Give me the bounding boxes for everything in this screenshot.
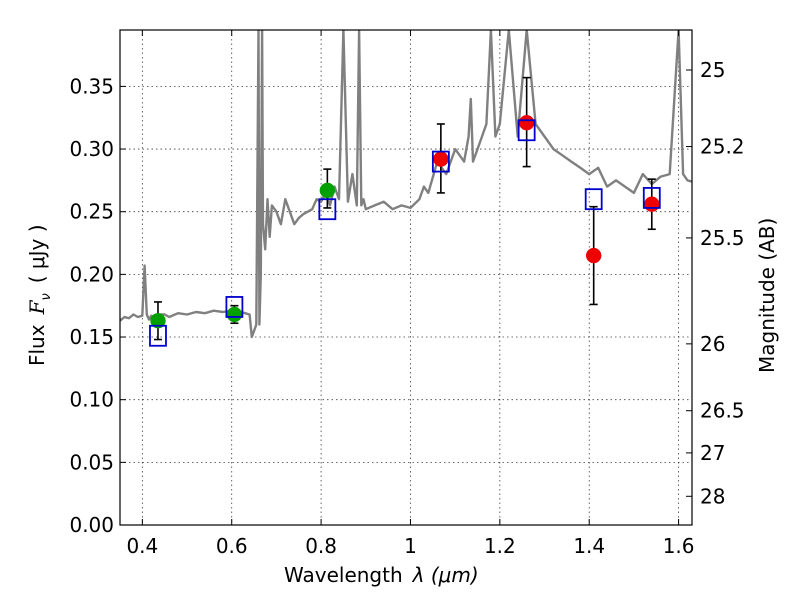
model-flux-square xyxy=(225,296,244,318)
photometry-point xyxy=(644,196,660,212)
photometry-point xyxy=(433,151,449,167)
model-flux-square xyxy=(517,119,536,142)
y-axis-label-text: Flux xyxy=(25,324,49,366)
y-tick-label: 0.35 xyxy=(69,74,114,98)
model-flux-square xyxy=(584,188,603,211)
x-tick-label: 1.2 xyxy=(484,534,516,558)
grid-layer xyxy=(120,30,692,526)
model-flux-square xyxy=(318,198,337,221)
model-flux-square xyxy=(431,150,450,173)
x-tick-label: 0.4 xyxy=(126,534,158,558)
plot-frame xyxy=(119,29,693,526)
x-axis-label-text: Wavelength xyxy=(284,563,403,587)
model-flux-square xyxy=(642,187,661,209)
photometry-point xyxy=(585,247,602,264)
y-axis-label-subscript: ν xyxy=(39,293,54,300)
y-tick-label: 0.10 xyxy=(69,388,114,412)
right-tick-label: 25.5 xyxy=(700,226,745,250)
y-tick-label: 0.05 xyxy=(69,450,114,474)
spectrum-layer xyxy=(120,30,692,339)
x-axis-label-symbol: λ (μm) xyxy=(412,563,479,587)
right-tick-label: 27 xyxy=(700,441,725,465)
right-tick-label: 25.2 xyxy=(700,135,745,159)
y-tick-label: 0.25 xyxy=(69,200,114,224)
y-axis-label: Flux Fν ( μJy ) xyxy=(25,224,54,366)
y-tick-label: 0.30 xyxy=(69,137,114,161)
right-tick-label: 28 xyxy=(700,484,725,508)
photometry-point xyxy=(150,312,166,329)
right-axis-label: Magnitude (AB) xyxy=(755,218,779,373)
ticks-layer: 0.4 0.6 0.8 1 1.2 1.4 1.6 0.00 0.05 0.10 0.15 0.20 0… xyxy=(69,30,745,558)
x-axis-label: Wavelength λ (μm) xyxy=(284,563,479,587)
model-flux-square xyxy=(149,324,167,347)
points-layer xyxy=(149,76,661,347)
x-tick-label: 1.6 xyxy=(663,534,695,558)
photometry-point xyxy=(319,182,336,199)
photometry-point xyxy=(518,114,535,131)
y-tick-label: 0.00 xyxy=(69,513,114,537)
y-axis-label-symbol: F xyxy=(25,299,49,315)
x-tick-label: 0.8 xyxy=(305,534,337,558)
y-axis-label-units: ( μJy ) xyxy=(25,224,49,283)
spectrum-line xyxy=(120,30,692,339)
y-tick-label: 0.15 xyxy=(69,325,114,349)
photometry-point xyxy=(226,306,243,323)
x-tick-label: 1 xyxy=(404,534,417,558)
y-tick-label: 0.20 xyxy=(69,262,114,286)
x-tick-label: 1.4 xyxy=(573,534,605,558)
right-tick-label: 26 xyxy=(700,332,725,356)
right-tick-label: 25 xyxy=(700,58,725,82)
right-tick-label: 26.5 xyxy=(700,399,745,423)
x-tick-label: 0.6 xyxy=(216,534,248,558)
